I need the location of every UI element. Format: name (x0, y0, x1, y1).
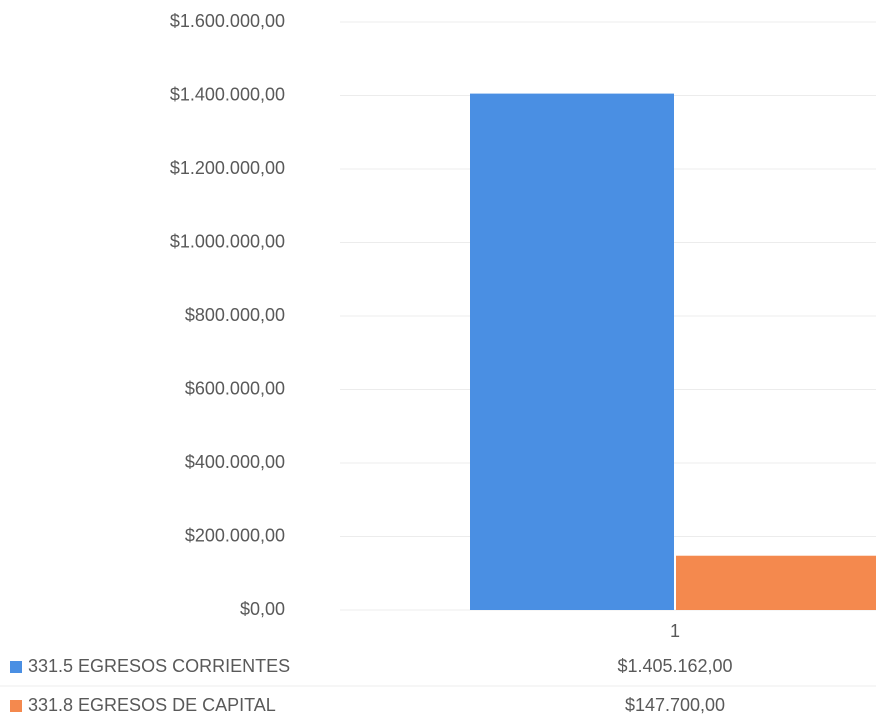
legend-swatch (10, 700, 22, 712)
bar (470, 93, 674, 610)
legend-label: 331.5 EGRESOS CORRIENTES (28, 656, 290, 676)
data-table-value: $1.405.162,00 (617, 656, 732, 676)
y-tick-label: $0,00 (240, 599, 285, 619)
y-tick-label: $400.000,00 (185, 452, 285, 472)
y-tick-label: $600.000,00 (185, 378, 285, 398)
x-tick-label: 1 (670, 621, 680, 641)
bar (676, 555, 876, 610)
y-tick-label: $1.600.000,00 (170, 11, 285, 31)
y-tick-label: $1.200.000,00 (170, 158, 285, 178)
legend-swatch (10, 661, 22, 673)
legend-label: 331.8 EGRESOS DE CAPITAL (28, 695, 276, 715)
y-tick-label: $800.000,00 (185, 305, 285, 325)
y-tick-label: $1.000.000,00 (170, 231, 285, 251)
y-tick-label: $200.000,00 (185, 525, 285, 545)
data-table-value: $147.700,00 (625, 695, 725, 715)
y-tick-label: $1.400.000,00 (170, 84, 285, 104)
